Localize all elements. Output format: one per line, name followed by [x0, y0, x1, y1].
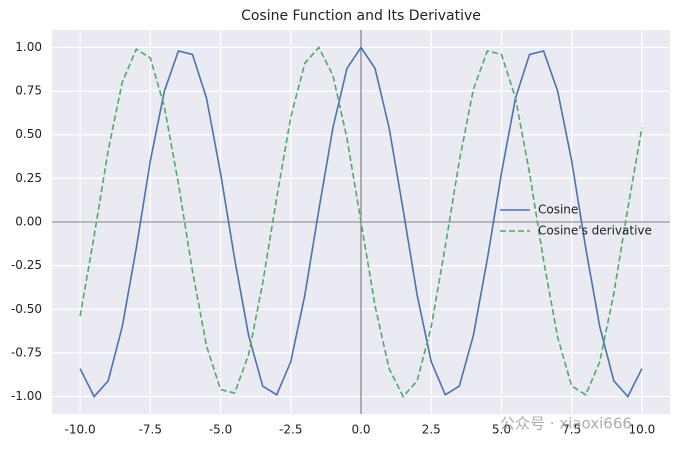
- y-tick-label: 0.00: [15, 215, 42, 229]
- x-tick-label: -2.5: [279, 423, 302, 437]
- y-tick-label: 0.25: [15, 171, 42, 185]
- x-tick-label: -5.0: [209, 423, 232, 437]
- x-tick-label: 5.0: [492, 423, 511, 437]
- y-tick-label: -0.75: [11, 345, 42, 359]
- y-tick-label: -0.25: [11, 258, 42, 272]
- series-line: [79, 46, 643, 398]
- watermark: 公众号 · xiaoxi666: [500, 415, 632, 433]
- y-tick-label: -0.50: [11, 302, 42, 316]
- x-tick-label: 2.5: [422, 423, 441, 437]
- y-tick-label: 0.75: [15, 84, 42, 98]
- x-tick-label: -10.0: [65, 423, 96, 437]
- x-tick-label: 7.5: [562, 423, 581, 437]
- chart-title: Cosine Function and Its Derivative: [241, 8, 481, 24]
- y-tick-label: 1.00: [15, 40, 42, 54]
- legend-label: Cosine: [538, 203, 578, 217]
- x-tick-label: 10.0: [629, 423, 656, 437]
- x-tick-label: -7.5: [139, 423, 162, 437]
- y-tick-label: 0.50: [15, 127, 42, 141]
- series-line: [79, 46, 643, 398]
- x-tick-label: 0.0: [351, 423, 370, 437]
- legend-label: Cosine's derivative: [538, 224, 652, 238]
- y-tick-label: -1.00: [11, 389, 42, 403]
